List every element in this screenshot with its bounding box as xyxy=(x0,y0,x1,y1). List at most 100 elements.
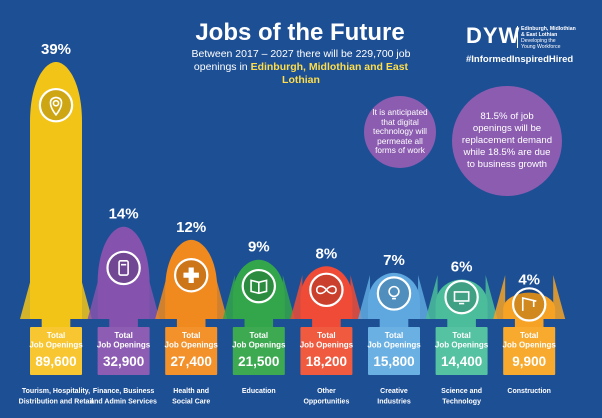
subtitle-region: Edinburgh, Midlothian and East Lothian xyxy=(250,61,409,86)
location-pin-icon xyxy=(49,96,63,117)
rocket-porthole-5 xyxy=(376,276,412,311)
openings-box-label2-6: Job Openings xyxy=(435,341,489,350)
rocket-porthole-7 xyxy=(511,287,547,322)
brand-line4: Young Workforce xyxy=(521,44,561,50)
rocket-porthole-6 xyxy=(444,279,479,315)
openings-box-3 xyxy=(232,327,285,375)
rocket-fin-right-5 xyxy=(418,275,430,319)
percent-label-2: 12% xyxy=(176,219,206,236)
openings-value-5: 15,800 xyxy=(373,354,414,369)
openings-value-0: 89,600 xyxy=(35,354,76,369)
location-pin-icon-dot xyxy=(52,99,60,107)
brand-line2: & East Lothian xyxy=(521,32,558,38)
percent-label-1: 14% xyxy=(109,206,139,223)
rocket-porthole-1 xyxy=(106,250,141,286)
openings-box-5 xyxy=(368,327,420,375)
rocket-bar-0 xyxy=(30,62,82,319)
openings-value-7: 9,900 xyxy=(512,354,546,369)
category-label-2-0: Health and xyxy=(173,388,209,395)
rocket-fin-right-0 xyxy=(80,275,92,319)
category-label-4-0: Other xyxy=(317,388,336,395)
rocket-nozzle-2 xyxy=(176,319,206,327)
subtitle-line2-plain: openings in xyxy=(193,61,251,73)
page-title: Jobs of the Future xyxy=(195,19,405,46)
openings-box-label2-7: Job Openings xyxy=(503,341,557,350)
replacement-demand-callout: 81.5% of job openings will be replacemen… xyxy=(452,86,562,196)
percent-label-3: 9% xyxy=(248,239,270,256)
rocket-fin-left-3 xyxy=(222,275,235,319)
openings-value-2: 27,400 xyxy=(171,354,212,369)
rocket-nozzle-1 xyxy=(109,319,138,327)
rocket-fin-left-2 xyxy=(155,275,168,319)
rocket-fin-right-2 xyxy=(215,275,228,319)
openings-box-1 xyxy=(97,327,150,375)
rocket-fin-right-1 xyxy=(147,275,160,319)
replacement-demand-text: 81.5% of job openings will be replacemen… xyxy=(461,111,553,170)
rocket-bar-1 xyxy=(97,226,150,319)
hashtag: #InformedInspiredHired xyxy=(466,54,574,65)
openings-box-4 xyxy=(300,327,353,375)
rocket-fin-right-7 xyxy=(553,275,566,319)
digital-technology-callout: It is anticipated that digital technolog… xyxy=(364,96,436,168)
openings-box-label2-5: Job Openings xyxy=(367,341,421,350)
openings-box-label2-3: Job Openings xyxy=(232,341,286,350)
openings-box-7 xyxy=(503,327,556,375)
openings-value-4: 18,200 xyxy=(306,354,347,369)
crane-icon xyxy=(521,296,537,311)
rocket-nozzle-4 xyxy=(312,319,341,327)
rocket-nozzle-0 xyxy=(41,319,71,327)
percent-label-0: 39% xyxy=(41,41,71,58)
category-label-0-1: Distribution and Retail xyxy=(19,399,94,406)
percent-label-6: 6% xyxy=(451,258,473,275)
brand-line1: Edinburgh, Midlothian xyxy=(521,26,576,32)
openings-box-label1-2: Total xyxy=(182,331,201,340)
openings-box-label2-2: Job Openings xyxy=(165,341,219,350)
category-label-5-0: Creative xyxy=(380,388,408,395)
openings-box-label2-1: Job Openings xyxy=(97,341,151,350)
category-label-1-0: Finance, Business xyxy=(93,388,155,395)
openings-box-6 xyxy=(435,327,488,375)
openings-box-label1-5: Total xyxy=(385,331,404,340)
brand-line3: Developing the xyxy=(521,38,556,44)
rocket-fin-right-4 xyxy=(350,275,363,319)
monitor-icon xyxy=(453,291,470,302)
rocket-fin-left-6 xyxy=(425,275,438,319)
brand-divider xyxy=(517,26,518,48)
openings-box-label1-4: Total xyxy=(317,331,336,340)
category-label-5-1: Industries xyxy=(377,399,411,406)
openings-value-3: 21,500 xyxy=(238,354,279,369)
category-label-0-0: Tourism, Hospitality, xyxy=(22,388,90,395)
openings-box-0 xyxy=(30,327,82,375)
percent-label-5: 7% xyxy=(383,252,405,269)
rocket-fin-left-0 xyxy=(20,275,32,319)
rocket-fin-left-5 xyxy=(358,275,370,319)
infinity-icon xyxy=(315,285,337,295)
rocket-nozzle-7 xyxy=(514,319,544,327)
rocket-fin-right-3 xyxy=(282,275,295,319)
book-icon xyxy=(250,279,268,295)
digital-technology-text: It is anticipated that digital technolog… xyxy=(372,107,428,156)
subtitle-line1: Between 2017 – 2027 there will be 229,70… xyxy=(191,48,411,60)
openings-box-label2-0: Job Openings xyxy=(29,341,83,350)
openings-box-label1-0: Total xyxy=(47,331,66,340)
calculator-icon xyxy=(118,260,129,276)
rocket-nozzle-3 xyxy=(244,319,274,327)
dyw-logo: DYW Edinburgh, Midlothian & East Lothian… xyxy=(466,24,598,68)
brand-text: Edinburgh, Midlothian & East Lothian Dev… xyxy=(521,26,601,50)
openings-value-6: 14,400 xyxy=(441,354,482,369)
percent-label-4: 8% xyxy=(316,245,338,262)
openings-box-label1-7: Total xyxy=(520,331,539,340)
category-label-2-1: Social Care xyxy=(172,399,210,406)
rocket-nozzle-6 xyxy=(447,319,476,327)
lightbulb-icon xyxy=(388,285,400,298)
percent-label-7: 4% xyxy=(518,272,540,289)
rocket-fin-left-7 xyxy=(493,275,506,319)
category-label-3-0: Education xyxy=(242,388,276,395)
page-subtitle: Between 2017 – 2027 there will be 229,70… xyxy=(176,48,426,87)
openings-box-label1-1: Total xyxy=(114,331,133,340)
brand-mark: DYW xyxy=(466,23,521,48)
rocket-nozzle-5 xyxy=(379,319,409,327)
rocket-fin-right-6 xyxy=(485,275,498,319)
